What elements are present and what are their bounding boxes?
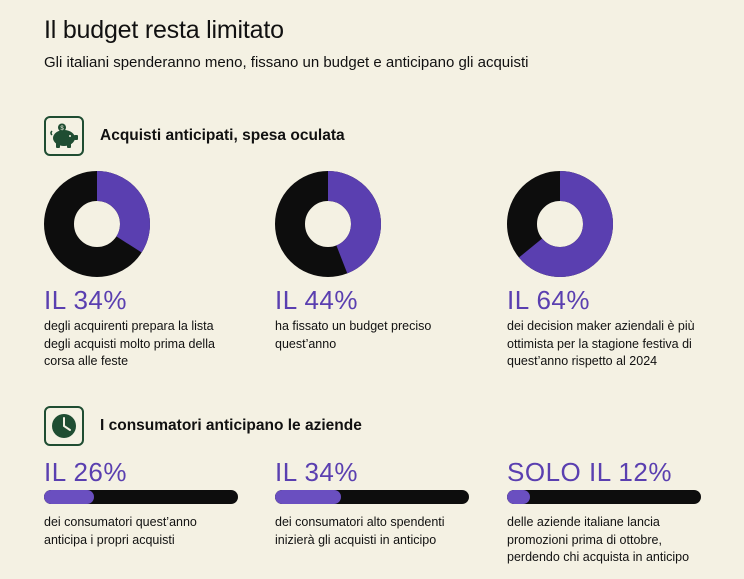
page-subtitle: Gli italiani spenderanno meno, fissano u… xyxy=(44,54,529,71)
donut-chart-2 xyxy=(275,171,381,277)
stat-headline: SOLO IL 12% xyxy=(507,457,672,487)
page-title: Il budget resta limitato xyxy=(44,16,284,44)
progress-bar-1 xyxy=(44,490,238,504)
section-header-consumers: I consumatori anticipano le aziende xyxy=(44,406,362,446)
stat-headline: IL 64% xyxy=(507,285,590,315)
stat-headline: IL 26% xyxy=(44,457,127,487)
progress-bar-3 xyxy=(507,490,701,504)
stat-description: dei consumatori alto spendenti inizierà … xyxy=(275,515,445,547)
stat-description: dei decision maker aziendali è più ottim… xyxy=(507,319,695,368)
section-label: I consumatori anticipano le aziende xyxy=(100,417,362,434)
donut-slice-2 xyxy=(275,171,381,277)
donut-slice-3 xyxy=(507,171,613,277)
clock-icon xyxy=(44,406,84,446)
stat-description: dei consumatori quest’anno anticipa i pr… xyxy=(44,515,197,547)
section-header-early-purchases: $ Acquisti anticipati, spesa oculata xyxy=(44,116,345,156)
section-label: Acquisti anticipati, spesa oculata xyxy=(100,127,345,144)
progress-bar-2 xyxy=(275,490,469,504)
stat-headline: IL 34% xyxy=(44,285,127,315)
progress-fill-3 xyxy=(507,490,531,504)
progress-fill-1 xyxy=(44,490,95,504)
stat-description: ha fissato un budget preciso quest’anno xyxy=(275,319,432,351)
stat-headline: IL 44% xyxy=(275,285,358,315)
donut-chart-3 xyxy=(507,171,613,277)
progress-fill-2 xyxy=(275,490,341,504)
donut-chart-1 xyxy=(44,171,150,277)
piggy-bank-icon: $ xyxy=(44,116,84,156)
stat-description: delle aziende italiane lancia promozioni… xyxy=(507,515,690,564)
stat-description: degli acquirenti prepara la lista degli … xyxy=(44,319,215,368)
svg-text:$: $ xyxy=(60,126,64,132)
stat-headline: IL 34% xyxy=(275,457,358,487)
donut-slice-1 xyxy=(44,171,150,277)
